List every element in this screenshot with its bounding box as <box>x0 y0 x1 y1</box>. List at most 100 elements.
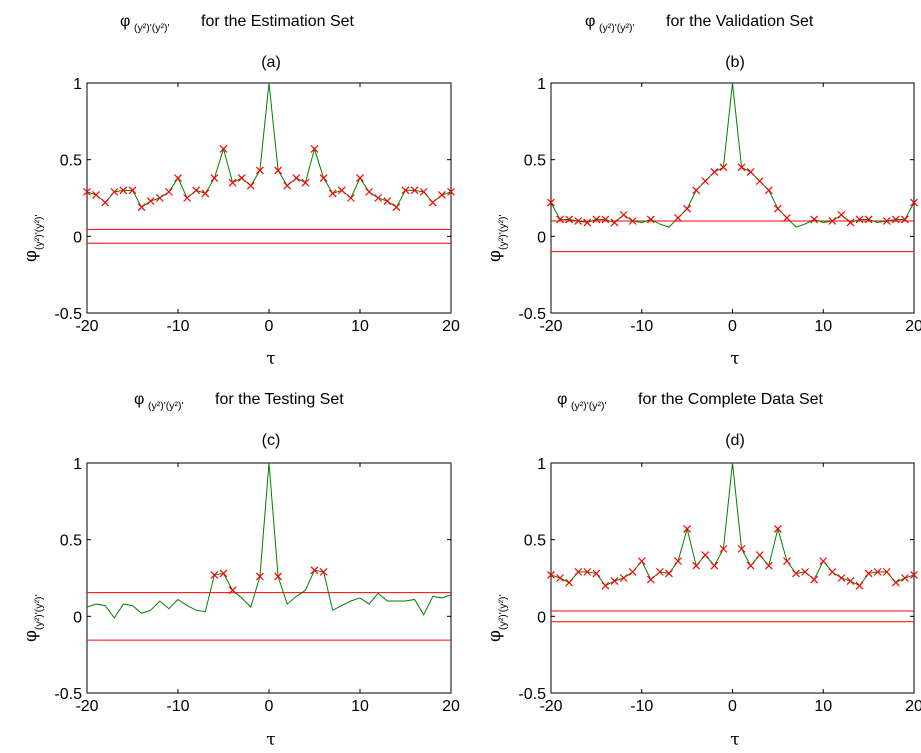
x-tick-label: -20 <box>539 318 562 335</box>
x-axis-label: τ <box>266 730 275 750</box>
data-point-marker <box>310 145 319 153</box>
data-point-marker <box>701 551 710 559</box>
data-point-marker <box>864 569 873 578</box>
y-tick-label: 0 <box>537 609 546 626</box>
y-tick-label: -0.5 <box>518 686 546 703</box>
series-line <box>86 82 452 208</box>
data-point-marker <box>401 186 410 195</box>
data-point-marker <box>755 177 764 186</box>
data-point-marker <box>601 215 610 224</box>
x-tick-label: -10 <box>630 698 653 715</box>
data-point-marker <box>319 174 328 182</box>
data-point-marker <box>410 186 419 195</box>
y-axis-label: φ (y²)'(y²)' <box>21 595 45 643</box>
title-phi: φ <box>585 13 595 30</box>
data-point-marker <box>310 566 319 575</box>
data-point-marker <box>146 197 155 205</box>
data-point-marker <box>773 525 782 533</box>
x-tick-label: -10 <box>166 698 189 715</box>
title-subscript: (y²)'(y²)' <box>134 22 170 34</box>
data-point-marker <box>683 525 692 533</box>
y-tick-label: 1 <box>537 76 546 93</box>
data-point-marker <box>137 203 146 212</box>
data-point-marker <box>183 194 192 202</box>
plot-area: -20 -10 0 10 20 -0.5 0 0.5 1 <box>518 76 921 335</box>
data-point-marker <box>891 578 900 587</box>
y-label-subscript: (y²)'(y²)' <box>497 215 509 251</box>
y-label-phi: φ <box>485 630 505 642</box>
data-point-marker <box>346 194 355 202</box>
data-point-marker <box>773 204 782 213</box>
data-point-marker <box>746 168 755 176</box>
data-point-marker <box>819 557 828 566</box>
y-tick-label: 1 <box>537 456 546 473</box>
data-point-marker <box>255 166 264 175</box>
data-point-marker <box>547 198 555 207</box>
data-point-marker <box>437 191 446 199</box>
y-tick-label: 0.5 <box>60 153 82 170</box>
data-point-marker <box>246 181 255 190</box>
data-point-marker <box>910 571 918 579</box>
plot-area: -20 -10 0 10 20 -0.5 0 0.5 1 <box>54 456 460 715</box>
y-label-phi: φ <box>21 630 41 642</box>
title-subscript: (y²)'(y²)' <box>148 400 184 412</box>
data-point-marker <box>192 186 201 195</box>
data-point-marker <box>592 215 601 224</box>
data-point-marker <box>83 187 91 196</box>
x-axis-label: τ <box>730 730 739 750</box>
data-point-marker <box>901 574 909 582</box>
data-point-marker <box>719 544 728 553</box>
data-point-marker <box>701 177 710 186</box>
data-point-marker <box>164 187 173 196</box>
panel-c: φ (y²)'(y²)' for the Testing Set (c) τ φ… <box>21 391 460 750</box>
data-point-marker <box>828 567 837 576</box>
data-point-marker <box>574 217 583 225</box>
data-point-marker <box>810 575 819 584</box>
data-point-marker <box>737 163 746 172</box>
data-point-marker <box>619 574 628 582</box>
data-point-marker <box>882 217 891 225</box>
y-tick-label: -0.5 <box>54 686 82 703</box>
data-point-marker <box>574 567 583 576</box>
data-point-marker <box>864 215 873 224</box>
y-tick-label: -0.5 <box>518 306 546 323</box>
panel-d: φ (y²)'(y²)' for the Complete Data Set (… <box>485 391 921 750</box>
data-point-marker <box>783 557 791 566</box>
x-tick-label: -10 <box>166 318 189 335</box>
data-point-marker <box>873 567 882 576</box>
title-subscript: (y²)'(y²)' <box>599 22 635 34</box>
data-point-marker <box>837 574 846 582</box>
y-label-phi: φ <box>21 250 41 262</box>
panel-tag: (a) <box>261 54 281 71</box>
data-point-marker <box>374 194 383 202</box>
data-point-marker <box>92 191 101 199</box>
title-text: for the Testing Set <box>215 391 344 408</box>
y-tick-label: 0.5 <box>524 153 546 170</box>
plot-area: -20 -10 0 10 20 -0.5 0 0.5 1 <box>518 456 921 715</box>
data-point-marker <box>556 574 564 582</box>
data-point-marker <box>392 203 401 212</box>
data-point-marker <box>274 166 283 175</box>
y-tick-label: -0.5 <box>54 306 82 323</box>
x-tick-label: 20 <box>905 318 921 335</box>
x-tick-label: -20 <box>75 698 98 715</box>
data-point-marker <box>601 581 610 590</box>
data-point-marker <box>119 186 128 195</box>
panel-a: φ (y²)'(y²)' for the Estimation Set (a) … <box>21 13 460 369</box>
y-axis-label: φ (y²)'(y²)' <box>485 215 509 263</box>
title-subscript: (y²)'(y²)' <box>571 400 607 412</box>
x-tick-label: 10 <box>814 698 832 715</box>
data-point-marker <box>219 145 228 153</box>
data-point-marker <box>837 210 846 219</box>
data-point-marker <box>328 189 337 198</box>
title-phi: φ <box>557 391 567 408</box>
data-point-marker <box>792 569 800 578</box>
panel-title: φ (y²)'(y²)' for the Estimation Set <box>120 13 355 34</box>
y-axis-label: φ (y²)'(y²)' <box>21 215 45 263</box>
x-tick-label: -20 <box>75 318 98 335</box>
panel-tag: (c) <box>262 432 281 449</box>
axes-box <box>550 462 915 694</box>
data-point-marker <box>583 567 592 576</box>
data-point-marker <box>755 551 764 559</box>
data-point-marker <box>228 586 237 595</box>
